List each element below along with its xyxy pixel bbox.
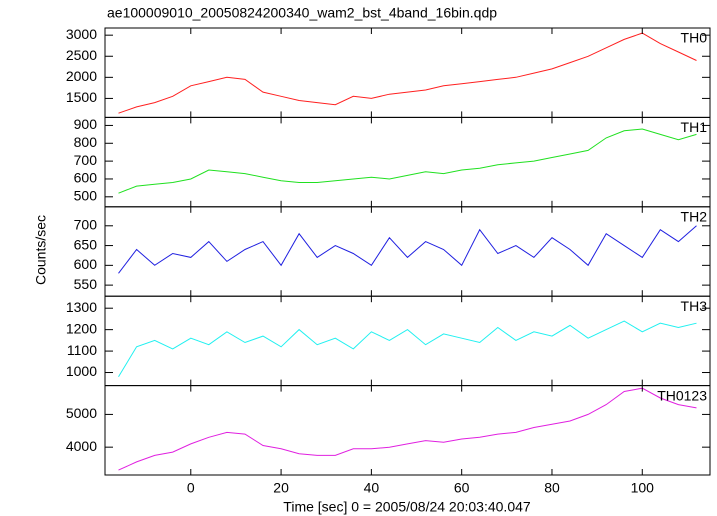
panel-label: TH2 <box>681 209 708 225</box>
light-curve <box>118 320 697 378</box>
x-tick-label: 0 <box>187 480 195 496</box>
y-tick-label: 550 <box>74 276 98 292</box>
light-curve <box>118 128 697 194</box>
panel-label: TH0123 <box>657 387 707 403</box>
y-tick-label: 700 <box>74 216 98 232</box>
light-curve <box>118 387 697 471</box>
x-tick-label: 100 <box>631 480 655 496</box>
y-tick-label: 600 <box>74 256 98 272</box>
light-curve <box>118 32 697 114</box>
y-tick-label: 650 <box>74 236 98 252</box>
y-tick-label: 900 <box>74 116 98 132</box>
panel-frame <box>104 295 711 387</box>
y-tick-label: 2500 <box>66 47 97 63</box>
y-tick-label: 600 <box>74 170 98 186</box>
y-tick-label: 1300 <box>66 299 97 315</box>
light-curve <box>118 225 697 274</box>
panel-frame <box>104 206 711 297</box>
y-tick-label: 500 <box>74 188 98 204</box>
y-axis-label: Counts/sec <box>33 215 49 285</box>
x-tick-label: 80 <box>544 480 560 496</box>
x-tick-label: 20 <box>273 480 289 496</box>
y-tick-label: 1200 <box>66 320 97 336</box>
panel-label: TH0 <box>681 30 708 46</box>
panel-frame <box>104 116 711 208</box>
y-tick-label: 700 <box>74 152 98 168</box>
y-tick-label: 1500 <box>66 89 97 105</box>
panel-label: TH3 <box>681 298 708 314</box>
y-tick-label: 1100 <box>67 342 97 358</box>
x-tick-label: 40 <box>364 480 380 496</box>
y-tick-label: 1000 <box>66 363 97 379</box>
panel-label: TH1 <box>681 119 708 135</box>
y-tick-label: 800 <box>74 134 98 150</box>
y-tick-label: 4000 <box>66 438 97 454</box>
x-tick-label: 60 <box>454 480 470 496</box>
y-tick-label: 3000 <box>66 26 97 42</box>
y-tick-label: 5000 <box>66 405 97 421</box>
y-tick-label: 2000 <box>66 68 97 84</box>
chart-title: ae100009010_20050824200340_wam2_bst_4ban… <box>107 5 497 21</box>
panel-frame <box>104 385 711 476</box>
x-axis-label: Time [sec] 0 = 2005/08/24 20:03:40.047 <box>283 499 531 515</box>
